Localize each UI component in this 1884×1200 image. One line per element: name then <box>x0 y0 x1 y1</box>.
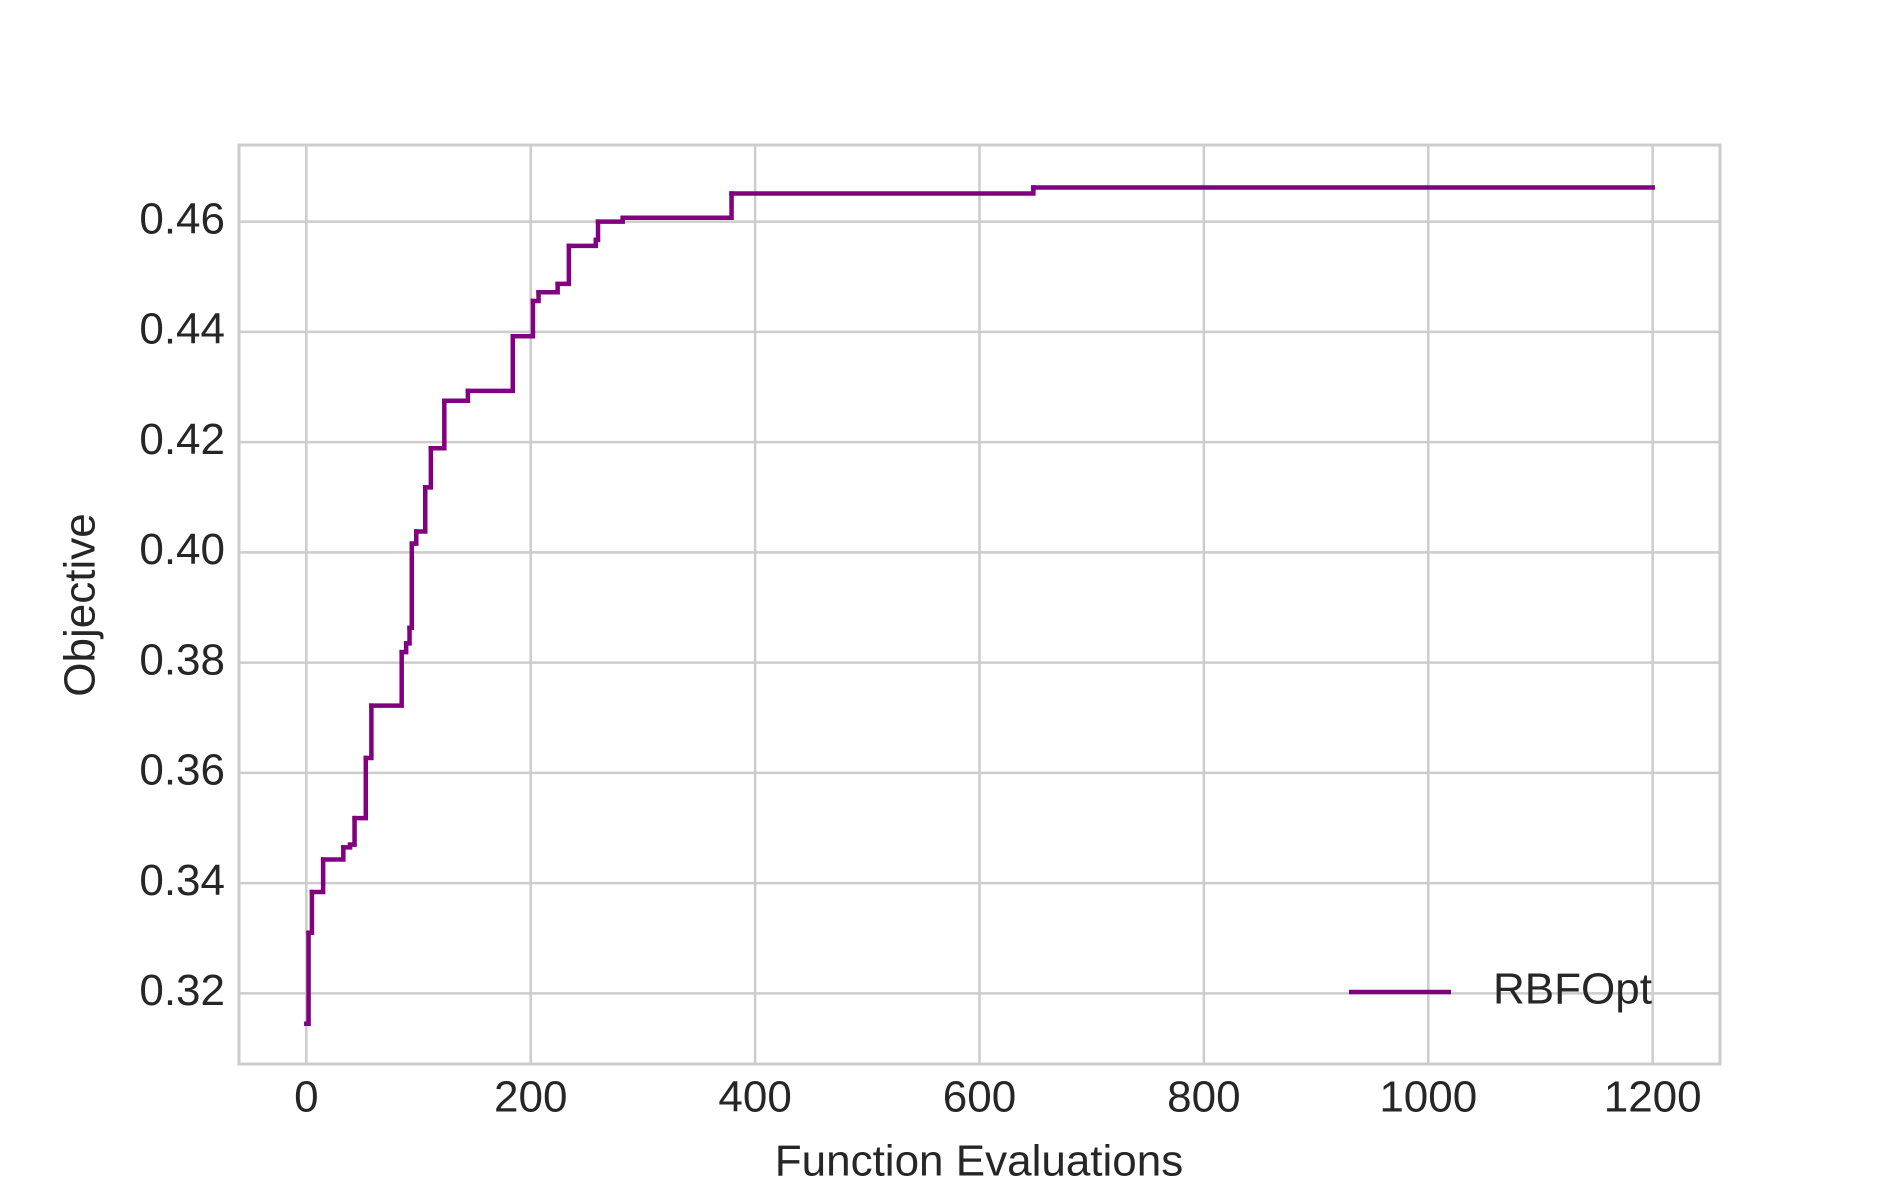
line-segment <box>620 191 734 221</box>
line-segment <box>369 649 404 708</box>
y-tick-label: 0.32 <box>139 966 225 1015</box>
line-segment <box>407 541 415 631</box>
line-segment <box>403 625 412 646</box>
line-segment <box>363 703 374 761</box>
line-segment <box>309 857 326 895</box>
line-segment <box>530 289 541 304</box>
line-segment <box>347 815 357 847</box>
x-axis-label: Function Evaluations <box>775 1137 1183 1186</box>
line-segment <box>422 445 434 490</box>
line-segment <box>555 243 572 287</box>
x-tick-label: 200 <box>494 1073 567 1122</box>
line-segment <box>304 930 311 1027</box>
line-segment <box>428 398 447 451</box>
x-tick-label: 800 <box>1167 1073 1240 1122</box>
x-tick-label: 0 <box>294 1073 318 1122</box>
line-segment <box>414 485 428 534</box>
line-segment <box>352 755 369 821</box>
y-tick-label: 0.46 <box>139 194 225 243</box>
line-segment <box>409 529 419 546</box>
y-tick-label: 0.38 <box>139 635 225 684</box>
line-segment <box>593 219 601 243</box>
y-tick-label: 0.36 <box>139 746 225 795</box>
x-tick-label: 1200 <box>1604 1073 1702 1122</box>
plot-frame <box>237 143 1722 1066</box>
y-axis-label: Objective <box>56 513 105 696</box>
line-segment <box>442 388 471 404</box>
line-segment <box>399 641 409 655</box>
x-tick-label: 400 <box>718 1073 791 1122</box>
y-tick-label: 0.42 <box>139 415 225 464</box>
y-tick-label: 0.44 <box>139 305 225 354</box>
legend-label: RBFOpt <box>1493 965 1652 1014</box>
line-segment <box>306 889 315 936</box>
x-tick-label: 600 <box>943 1073 1016 1122</box>
y-tick-label: 0.34 <box>139 856 225 905</box>
line-segment <box>465 334 516 394</box>
line-segment <box>320 845 346 862</box>
y-tick-label: 0.40 <box>139 525 225 574</box>
line-segment <box>536 281 560 295</box>
x-tick-label: 1000 <box>1379 1073 1477 1122</box>
line-segment <box>510 298 536 339</box>
